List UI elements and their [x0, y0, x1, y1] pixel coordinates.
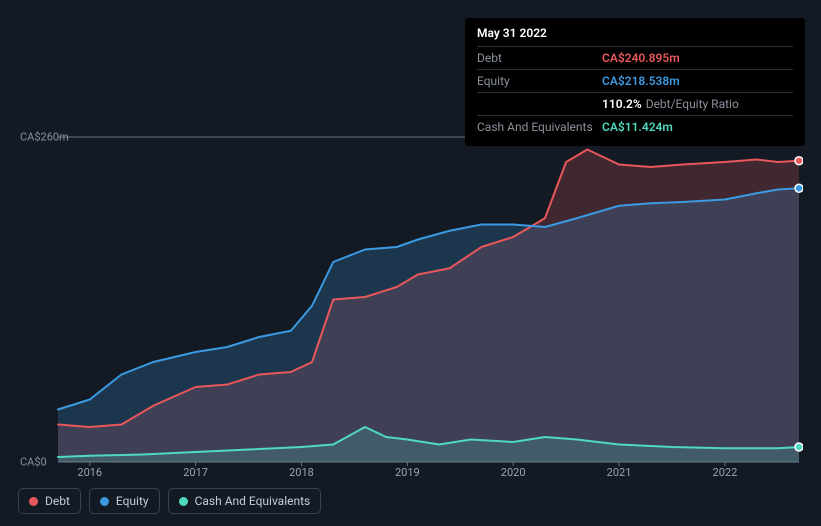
chart-svg [18, 125, 803, 466]
legend-dot [100, 497, 109, 506]
tooltip-row: EquityCA$218.538m [477, 69, 793, 92]
chart-tooltip: May 31 2022 DebtCA$240.895mEquityCA$218.… [465, 18, 805, 146]
legend-dot [179, 497, 188, 506]
tooltip-label: Cash And Equivalents [477, 120, 602, 134]
x-axis-label: 2016 [77, 466, 102, 479]
x-axis-label: 2018 [289, 466, 314, 479]
legend-label: Cash And Equivalents [195, 494, 311, 508]
x-axis-label: 2022 [713, 466, 738, 479]
tooltip-value: CA$218.538m [602, 74, 680, 88]
tooltip-label [477, 97, 602, 111]
tooltip-row: Cash And EquivalentsCA$11.424m [477, 115, 793, 138]
tooltip-row: DebtCA$240.895m [477, 46, 793, 69]
tooltip-row: 110.2%Debt/Equity Ratio [477, 92, 793, 115]
chart-area[interactable] [18, 125, 803, 466]
x-axis-label: 2017 [183, 466, 208, 479]
legend-label: Equity [116, 494, 149, 508]
legend-label: Debt [45, 494, 70, 508]
tooltip-label: Equity [477, 74, 602, 88]
x-axis-labels: 2016 2017 2018 2019 2020 2021 2022 [18, 466, 803, 482]
y-axis-label: CA$260m [20, 131, 69, 144]
legend-item[interactable]: Equity [89, 488, 160, 514]
legend-item[interactable]: Cash And Equivalents [168, 488, 322, 514]
chart-legend: Debt Equity Cash And Equivalents [18, 488, 321, 514]
x-axis-label: 2021 [607, 466, 632, 479]
tooltip-value: CA$240.895m [602, 51, 680, 65]
tooltip-value: 110.2%Debt/Equity Ratio [602, 97, 739, 111]
tooltip-date: May 31 2022 [477, 26, 793, 46]
legend-item[interactable]: Debt [18, 488, 81, 514]
x-axis-label: 2020 [501, 466, 526, 479]
legend-dot [29, 497, 38, 506]
tooltip-value: CA$11.424m [602, 120, 673, 134]
tooltip-label: Debt [477, 51, 602, 65]
x-axis-label: 2019 [395, 466, 420, 479]
